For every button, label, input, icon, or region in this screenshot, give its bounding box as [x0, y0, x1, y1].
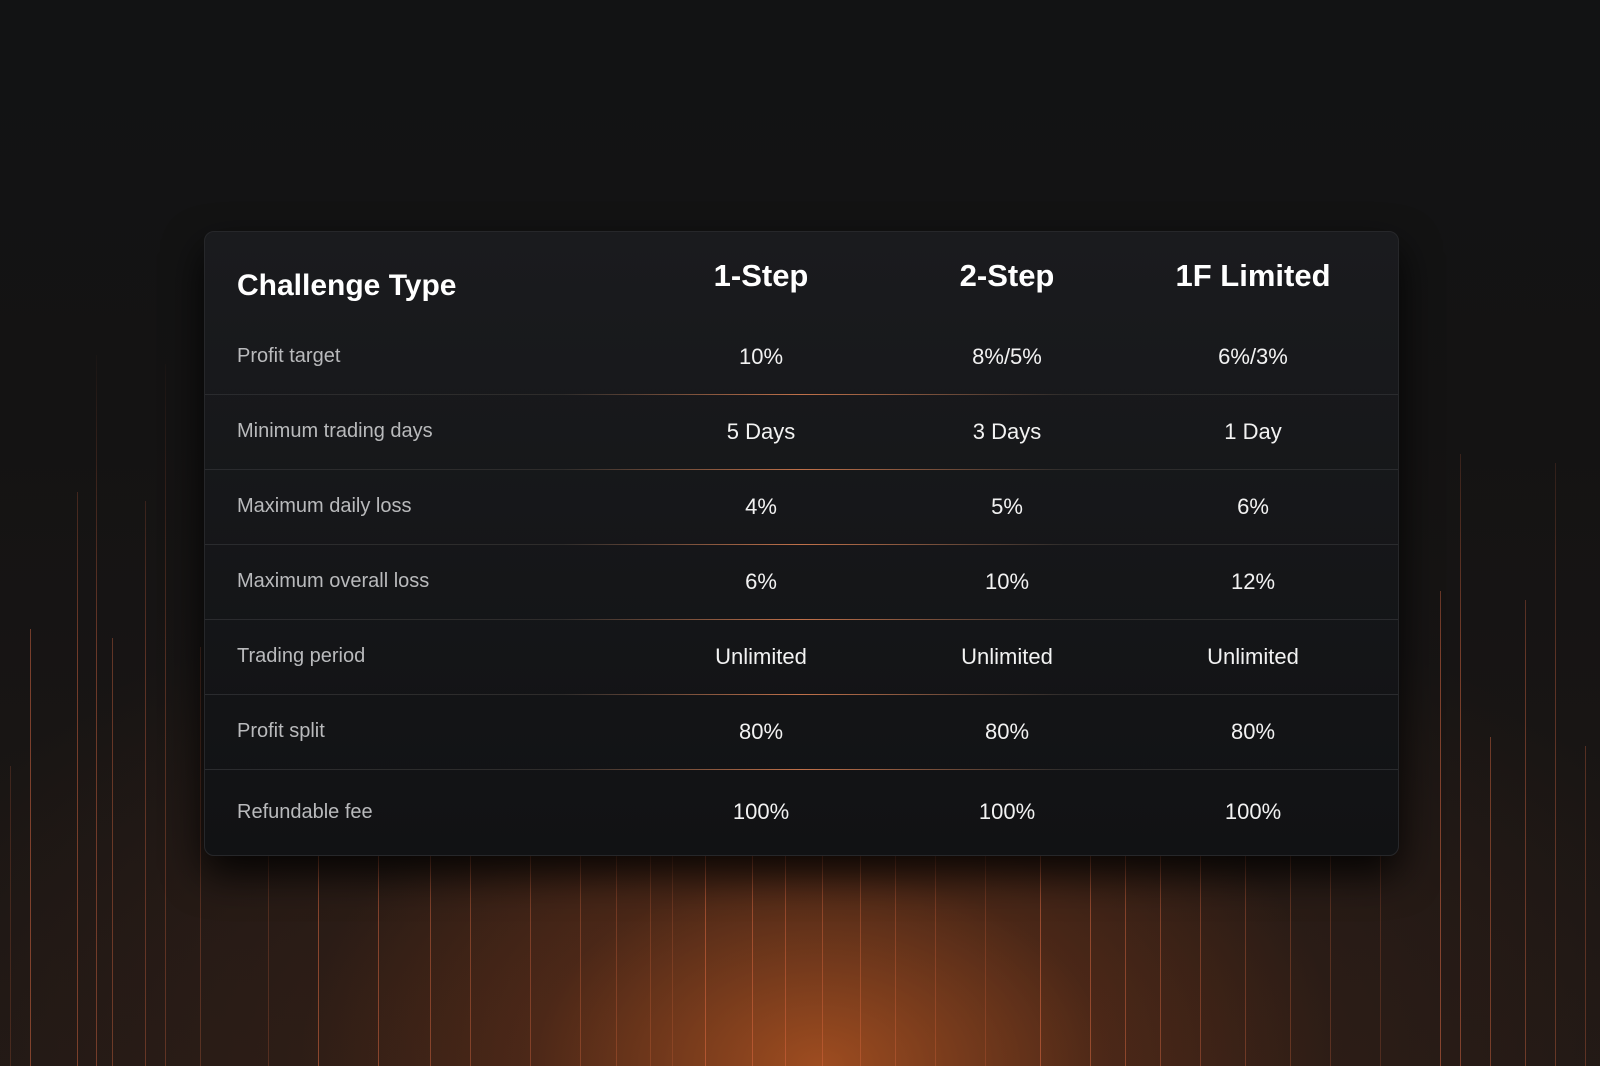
- table-row: Trading period Unlimited Unlimited Unlimite…: [205, 619, 1398, 694]
- light-line: [1380, 728, 1381, 1066]
- light-line: [1440, 591, 1441, 1066]
- light-line: [1125, 710, 1126, 1066]
- table-row: Profit split 80% 80% 80%: [205, 694, 1398, 769]
- light-line: [165, 364, 166, 1066]
- table-row: Maximum daily loss 4% 5% 6%: [205, 469, 1398, 544]
- row-label: Refundable fee: [237, 800, 373, 823]
- light-line: [1585, 746, 1586, 1066]
- light-line: [860, 692, 861, 1066]
- light-line: [985, 701, 986, 1066]
- row-value: 10%: [984, 568, 1030, 594]
- header-label: Challenge Type: [237, 268, 457, 302]
- row-label: Trading period: [237, 645, 366, 667]
- light-line: [378, 656, 379, 1066]
- row-label: Minimum trading days: [237, 420, 433, 442]
- table-header-row: Challenge Type 1-Step 2-Step 1F Limited: [205, 232, 1398, 319]
- row-divider: [205, 769, 1398, 770]
- row-value: 80%: [738, 718, 784, 744]
- light-line: [112, 638, 113, 1066]
- light-line: [1245, 719, 1246, 1066]
- row-value: 5 Days: [726, 418, 796, 444]
- row-value: 5%: [991, 493, 1023, 519]
- light-line: [1555, 463, 1556, 1066]
- row-divider: [205, 694, 1398, 695]
- light-line: [145, 501, 146, 1066]
- column-header-2-step: 2-Step: [959, 257, 1055, 293]
- row-value: 80%: [984, 718, 1030, 744]
- row-divider: [205, 619, 1398, 620]
- row-value: 100%: [732, 799, 790, 824]
- light-line: [650, 674, 651, 1066]
- light-line: [530, 665, 531, 1066]
- light-line: [752, 683, 753, 1066]
- row-value: 3 Days: [972, 418, 1042, 444]
- table-row: Minimum trading days 5 Days 3 Days 1 Day: [205, 394, 1398, 469]
- column-header-1-step: 1-Step: [713, 257, 809, 293]
- row-divider: [205, 469, 1398, 470]
- row-divider: [205, 394, 1398, 395]
- row-value: 100%: [1224, 799, 1282, 824]
- row-value: 12%: [1230, 568, 1276, 594]
- row-divider: [205, 544, 1398, 545]
- table-row: Refundable fee 100% 100% 100%: [205, 769, 1398, 855]
- challenge-comparison-table: Challenge Type 1-Step 2-Step 1F Limited …: [204, 231, 1399, 856]
- light-line: [30, 629, 31, 1066]
- row-value: 6%: [745, 568, 777, 594]
- light-line: [200, 647, 201, 1066]
- row-value: Unlimited: [715, 643, 807, 669]
- table-row: Profit target 10% 8%/5% 6%/3%: [205, 319, 1398, 394]
- table-row: Maximum overall loss 6% 10% 12%: [205, 544, 1398, 619]
- row-value: 1 Day: [1224, 418, 1282, 444]
- row-value: Unlimited: [961, 643, 1053, 669]
- row-label: Maximum overall loss: [237, 570, 430, 592]
- row-value: 4%: [745, 493, 777, 519]
- row-value: 8%/5%: [972, 343, 1042, 369]
- light-line: [96, 355, 97, 1066]
- row-label: Maximum daily loss: [237, 495, 412, 517]
- light-line: [1460, 454, 1461, 1066]
- row-value: Unlimited: [1207, 643, 1299, 669]
- light-line: [1490, 737, 1491, 1066]
- light-line: [1525, 600, 1526, 1066]
- row-label: Profit split: [237, 720, 325, 742]
- row-value: 80%: [1230, 718, 1276, 744]
- row-value: 6%/3%: [1218, 343, 1288, 369]
- light-line: [10, 766, 11, 1066]
- row-label: Profit target: [237, 345, 341, 367]
- row-value: 6%: [1237, 493, 1269, 519]
- column-header-1f-limited: 1F Limited: [1175, 257, 1331, 293]
- row-value: 100%: [978, 799, 1036, 824]
- row-value: 10%: [738, 343, 784, 369]
- light-line: [77, 492, 78, 1066]
